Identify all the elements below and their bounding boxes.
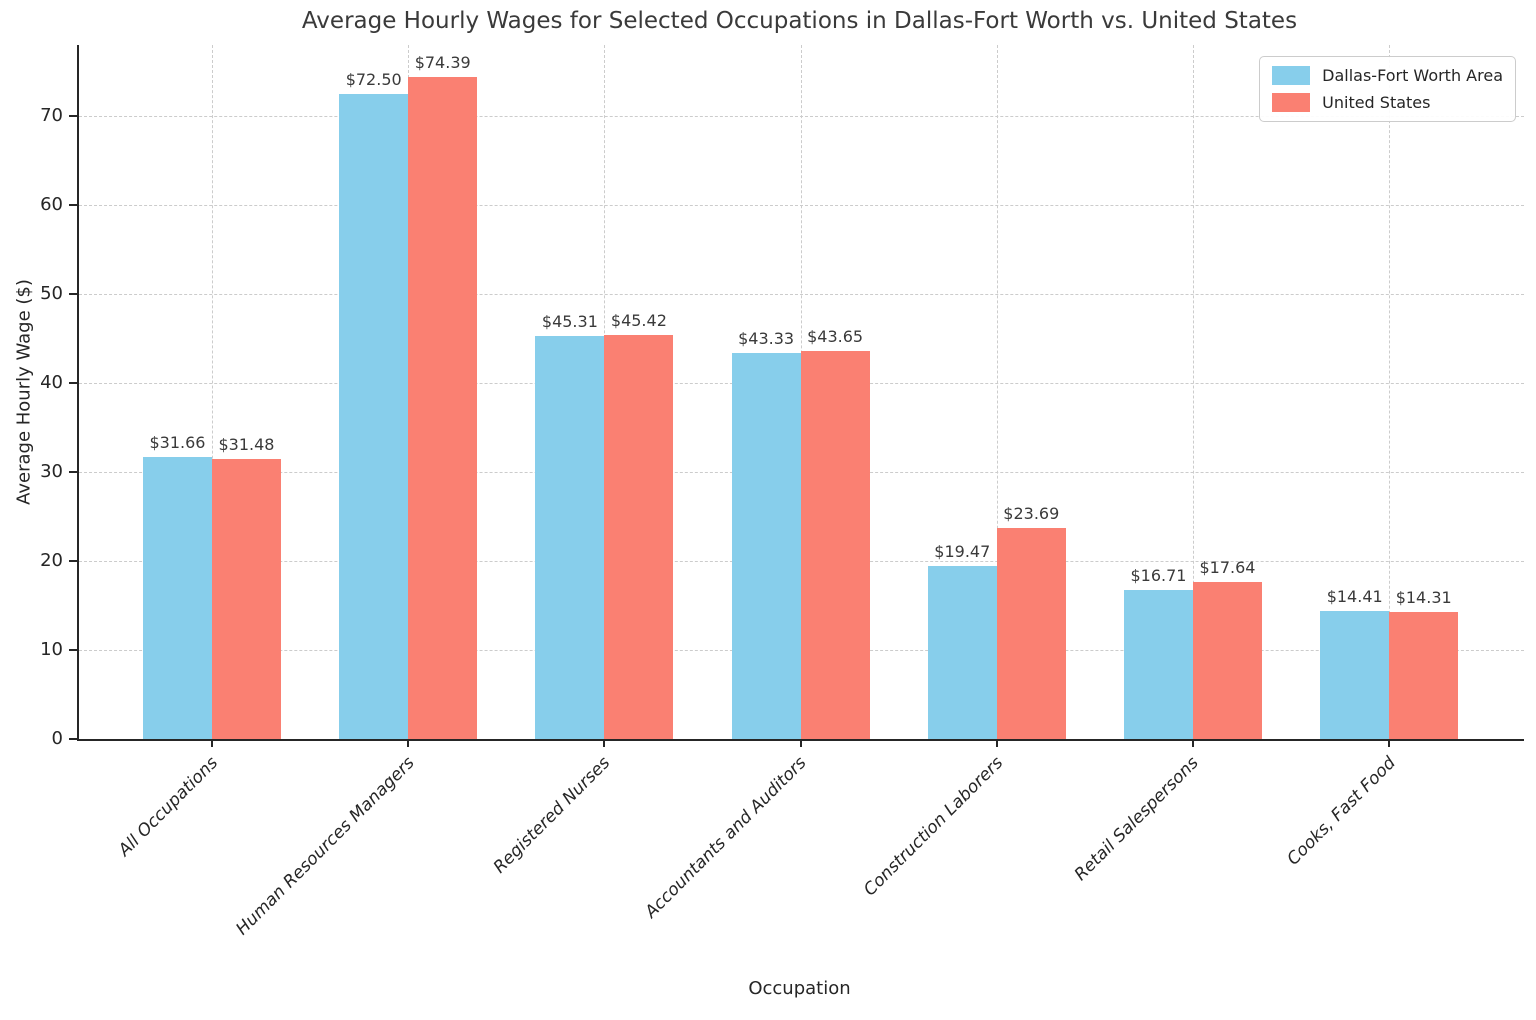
y-axis-label: Average Hourly Wage ($) <box>13 279 35 505</box>
y-axis-tick-label: 40 <box>40 372 63 394</box>
bar-us-1 <box>408 77 478 739</box>
y-axis-tick-label: 50 <box>40 283 63 305</box>
bar-value-label: $16.71 <box>1130 566 1187 586</box>
y-axis-tick-mark <box>69 649 77 652</box>
bar-value-label: $45.31 <box>541 311 598 331</box>
x-axis-tick-label: Accountants and Auditors <box>641 753 811 923</box>
bar-value-label: $43.33 <box>738 329 795 349</box>
y-axis-tick-mark <box>69 382 77 385</box>
bar-value-label: $14.41 <box>1326 586 1383 606</box>
y-axis-tick-mark <box>69 471 77 474</box>
x-axis-tick-label: Retail Salespersons <box>1071 753 1204 885</box>
bar-value-label: $17.64 <box>1199 558 1256 578</box>
y-axis-tick-mark <box>69 115 77 118</box>
y-axis-tick-label: 70 <box>40 105 63 127</box>
x-axis-label: Occupation <box>748 978 851 999</box>
legend-label-united-states: United States <box>1322 93 1431 112</box>
bar-value-label: $45.42 <box>610 310 667 330</box>
x-axis-tick-label: All Occupations <box>114 753 223 861</box>
y-axis-tick-label: 10 <box>40 639 63 661</box>
gridline-vertical <box>996 45 998 739</box>
x-axis-tick-mark <box>799 739 802 747</box>
bar-dfw-1 <box>339 93 409 739</box>
y-axis-tick-label: 30 <box>40 461 63 483</box>
legend-item-dallas-fort-worth: Dallas-Fort Worth Area <box>1272 66 1503 85</box>
x-axis-tick-mark <box>407 739 410 747</box>
bar-us-4 <box>996 528 1066 739</box>
legend-swatch-united-states <box>1272 93 1311 112</box>
bar-value-label: $31.66 <box>149 433 206 453</box>
x-axis-tick-mark <box>995 739 998 747</box>
bar-dfw-5 <box>1124 590 1193 739</box>
x-axis-tick-label: Cooks, Fast Food <box>1282 753 1400 870</box>
x-axis-tick-label: Registered Nurses <box>490 753 615 878</box>
bar-us-2 <box>604 334 674 739</box>
legend-item-united-states: United States <box>1272 93 1503 112</box>
bar-dfw-2 <box>535 335 605 739</box>
x-axis-tick-mark <box>211 739 213 747</box>
x-axis-tick-mark <box>1192 739 1194 747</box>
bar-value-label: $23.69 <box>1003 504 1060 524</box>
plot-area: $31.66 $72.50 $45.31 $43.33 $19.47 $16.71 $14.… <box>40 45 1524 939</box>
bar-value-label: $31.48 <box>218 434 275 454</box>
bar-value-label: $43.65 <box>807 326 864 346</box>
gridline-vertical <box>1389 45 1391 739</box>
legend-swatch-dallas-fort-worth <box>1272 66 1311 85</box>
legend-label-dallas-fort-worth: Dallas-Fort Worth Area <box>1322 66 1503 85</box>
y-axis-tick-label: 20 <box>40 550 63 572</box>
bar-dfw-3 <box>731 353 801 739</box>
bar-us-0 <box>212 458 281 739</box>
bar-dfw-4 <box>927 565 997 739</box>
y-axis-tick-label: 0 <box>51 728 63 749</box>
legend: Dallas-Fort Worth Area United States <box>1259 56 1516 122</box>
gridline-vertical <box>212 45 213 739</box>
x-axis-tick-mark <box>603 739 606 747</box>
bar-dfw-0 <box>143 457 212 739</box>
chart-title: Average Hourly Wages for Selected Occupa… <box>301 8 1298 34</box>
y-axis-tick-mark <box>69 738 77 740</box>
bar-value-label: $14.31 <box>1395 587 1452 607</box>
bar-value-label: $74.39 <box>414 53 471 73</box>
y-axis-tick-mark <box>69 204 77 207</box>
y-axis-tick-mark <box>69 560 77 563</box>
x-axis-tick-label: Construction Laborers <box>859 753 1007 901</box>
bar-value-label: $72.50 <box>345 69 402 89</box>
x-axis-tick-mark <box>1388 739 1391 747</box>
y-axis-tick-label: 60 <box>40 194 63 216</box>
gridline-vertical <box>1193 45 1194 739</box>
y-axis-tick-mark <box>69 293 77 296</box>
bar-us-5 <box>1193 582 1262 739</box>
bar-us-3 <box>800 350 870 739</box>
bar-value-label: $19.47 <box>934 541 991 561</box>
x-axis-tick-label: Human Resources Managers <box>232 753 419 940</box>
bar-us-6 <box>1389 611 1459 739</box>
bar-dfw-6 <box>1320 610 1390 739</box>
